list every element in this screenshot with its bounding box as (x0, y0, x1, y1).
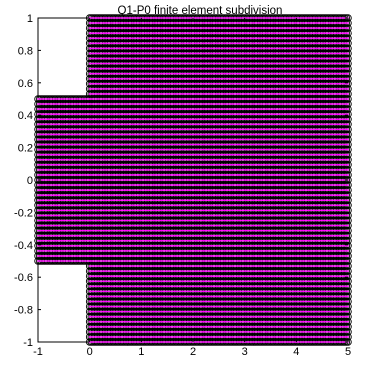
plot-area: -1 0 1 2 3 4 5-1-0.8-0.6-0.4-0.200.20.40.60.81 (14, 13, 352, 358)
mesh-layer (34, 14, 352, 346)
chart-title: Q1-P0 finite element subdivision (118, 5, 283, 17)
